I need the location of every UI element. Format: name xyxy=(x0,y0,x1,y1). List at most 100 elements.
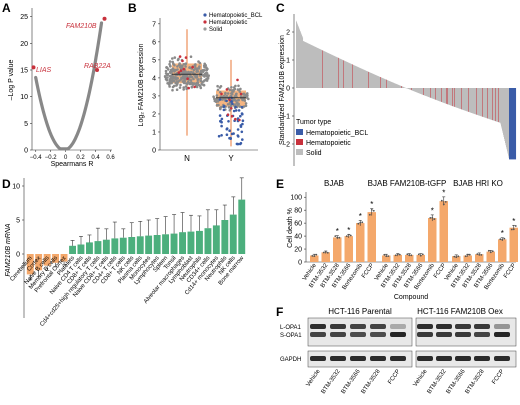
panel-c-bar xyxy=(492,88,493,120)
panel-c-bar xyxy=(403,87,404,88)
panel-c-bar xyxy=(357,67,358,88)
panel-e-bar xyxy=(510,228,519,262)
panel-e-point xyxy=(490,251,492,253)
panel-c-bar xyxy=(404,87,405,88)
panel-b-point-hema xyxy=(181,60,184,63)
panel-f-band-sopa1 xyxy=(310,332,326,337)
panel-c-bar xyxy=(499,88,500,123)
panel-e-significance: * xyxy=(442,188,445,197)
panel-b-point xyxy=(198,65,201,68)
panel-b-point-hema xyxy=(187,87,190,90)
panel-d-bar xyxy=(86,242,93,254)
panel-c-bar xyxy=(334,56,335,88)
panel-d-ylabel: FAM210B mRNA xyxy=(5,223,12,276)
panel-c-bar xyxy=(396,84,397,88)
panel-b-point xyxy=(183,79,186,82)
panel-b-point-bcl xyxy=(229,137,232,140)
panel-c-bar xyxy=(308,43,309,88)
panel-c-bar xyxy=(434,88,435,99)
panel-e-point xyxy=(369,214,371,216)
panel-c-bar xyxy=(303,41,304,88)
panel-c-bar xyxy=(336,57,337,88)
panel-c-bar xyxy=(307,43,308,88)
panel-b-point xyxy=(190,79,193,82)
panel-e-significance: * xyxy=(512,217,515,226)
panel-b-point xyxy=(205,72,208,75)
panel-b-point xyxy=(227,103,230,106)
panel-b-point-bcl xyxy=(227,120,230,123)
panel-c-bar xyxy=(366,71,367,89)
panel-c-bar xyxy=(302,35,303,88)
panel-c-ytick-label: 1 xyxy=(286,58,290,65)
panel-c-bar xyxy=(384,79,385,88)
panel-c-bar xyxy=(323,50,324,88)
panel-c-bar xyxy=(325,52,326,88)
panel-f-band-gapdh xyxy=(390,356,406,361)
panel-e-point xyxy=(499,238,501,240)
panel-d-bar xyxy=(95,241,102,254)
panel-c-bar xyxy=(342,60,343,88)
panel-c-legend-solid: Solid xyxy=(306,150,322,157)
panel-b-point xyxy=(202,84,205,87)
panel-c-bar xyxy=(301,32,302,88)
panel-b-point-hema xyxy=(220,93,223,96)
panel-c-bar xyxy=(351,64,352,88)
panel-c-bar xyxy=(502,88,503,129)
panel-c-bar xyxy=(368,72,369,88)
panel-c-bar xyxy=(301,34,302,88)
panel-c-bar xyxy=(367,71,368,88)
panel-e-point xyxy=(480,254,482,256)
panel-e-significance: * xyxy=(336,227,339,236)
panel-c-bar xyxy=(389,81,390,88)
panel-c-bar xyxy=(344,61,345,88)
panel-c-bar xyxy=(397,84,398,88)
panel-c-bar xyxy=(314,46,315,88)
panel-f-lane-label: FCCP xyxy=(387,369,401,386)
panel-e-bar xyxy=(498,239,507,262)
panel-c-bar xyxy=(504,88,505,137)
panel-f-lane-label: FCCP xyxy=(491,369,505,386)
panel-e-point xyxy=(373,210,375,212)
panel-c-bar xyxy=(498,88,499,122)
panel-c-bar xyxy=(305,42,306,88)
panel-c-bar xyxy=(315,47,316,88)
panel-c-bar xyxy=(409,88,410,89)
panel-c-bar xyxy=(399,85,400,88)
panel-c-bar xyxy=(328,53,329,88)
panel-e-xtick-label: FCCP xyxy=(361,263,375,280)
panel-f-label-sopa1: S-OPA1 xyxy=(280,333,302,339)
panel-b-point xyxy=(197,70,200,73)
panel-b-point xyxy=(179,86,182,89)
panel-c-bar xyxy=(388,80,389,88)
panel-c-bar xyxy=(385,79,386,88)
panel-c-bar xyxy=(455,88,456,107)
panel-b-point xyxy=(171,57,174,60)
panel-b-point-bcl xyxy=(221,118,224,121)
panel-f-title-right: HCT-116 FAM210B Oex xyxy=(417,307,503,316)
panel-b-point-bcl xyxy=(238,109,241,112)
panel-b-point xyxy=(171,89,174,92)
panel-c-bar xyxy=(467,88,468,111)
panel-c-bar xyxy=(364,70,365,88)
panel-c-bar xyxy=(374,74,375,88)
panel-b-letter: B xyxy=(128,1,137,15)
panel-c-bar xyxy=(340,59,341,88)
panel-c-bar xyxy=(425,88,426,96)
panel-c-bar xyxy=(305,42,306,88)
panel-c-bar xyxy=(448,88,449,104)
panel-c-bar xyxy=(377,76,378,89)
panel-c-bar xyxy=(457,88,458,108)
panel-c-bar xyxy=(337,57,338,88)
panel-c-bar xyxy=(304,41,305,88)
panel-c-bar xyxy=(355,66,356,88)
panel-a-ytick-label: 25 xyxy=(20,14,28,21)
panel-d-bar xyxy=(196,231,203,254)
panel-b-point-hema xyxy=(234,118,237,121)
panel-f-lane-label: BTM-3532 xyxy=(321,368,342,395)
panel-b-point xyxy=(171,80,174,83)
panel-c-bar xyxy=(500,88,501,123)
panel-c-bar xyxy=(311,45,312,88)
